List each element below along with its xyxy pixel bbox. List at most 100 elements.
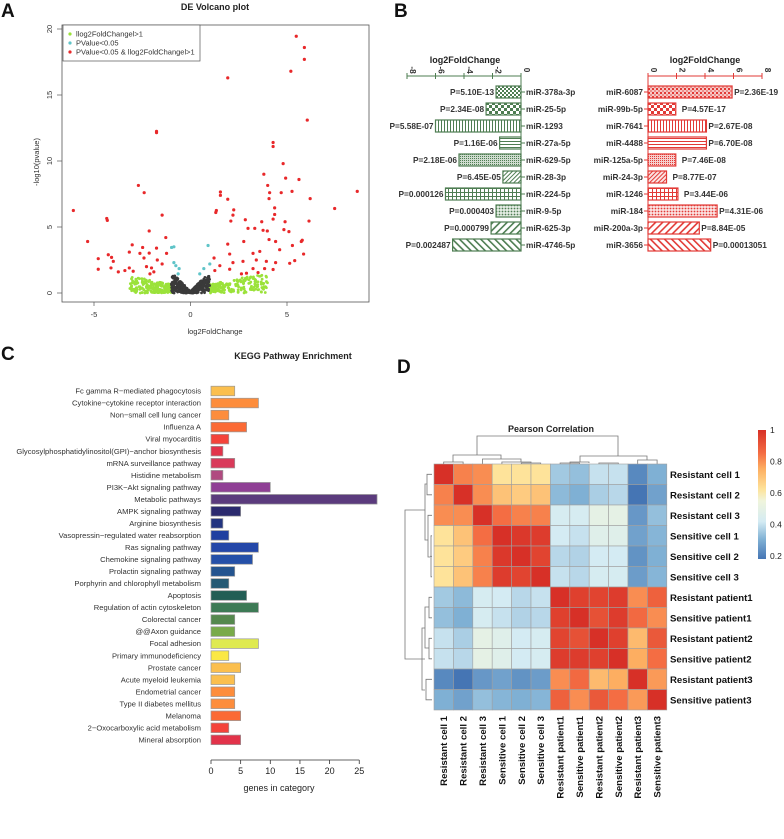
up-pvalue-label: P=8.77E-07 bbox=[673, 172, 717, 182]
volcano-point-ns bbox=[188, 289, 192, 293]
volcano-point-fc bbox=[259, 274, 262, 278]
up-tick-label: 2 bbox=[678, 68, 688, 73]
heatmap-cell bbox=[453, 648, 474, 670]
volcano-point-fc bbox=[138, 287, 142, 291]
volcano-point-fc bbox=[163, 291, 167, 294]
heatmap-cell bbox=[453, 525, 474, 547]
heatmap-cell bbox=[472, 566, 493, 588]
volcano-point-ns bbox=[195, 285, 199, 289]
volcano-point-both bbox=[274, 239, 278, 244]
colorbar bbox=[758, 430, 766, 559]
kegg-bar bbox=[210, 397, 259, 409]
down-mirna-label: miR-9-5p bbox=[526, 206, 562, 216]
downregulated-bar-chart: log2FoldChange -8 -6 -4 -2 0 P=5.10E-13 miR-37… bbox=[389, 55, 575, 252]
heatmap-cell bbox=[491, 525, 512, 547]
kegg-tick-label: 5 bbox=[238, 766, 243, 776]
kegg-bar bbox=[210, 433, 230, 445]
panel-label-c: C bbox=[1, 344, 15, 365]
up-bar bbox=[647, 153, 677, 167]
kegg-bar bbox=[210, 734, 241, 746]
up-mirna-label: miR-125a-5p bbox=[594, 155, 643, 165]
volcano-point-ns bbox=[171, 284, 175, 288]
legend-box bbox=[62, 24, 201, 62]
volcano-point-fc bbox=[223, 288, 227, 292]
volcano-point-fc bbox=[130, 276, 134, 279]
heatmap-cell bbox=[569, 689, 590, 711]
heatmap-cell bbox=[530, 566, 551, 588]
volcano-point-ns bbox=[181, 291, 185, 295]
column-label: Sensitive patient1 bbox=[575, 715, 586, 797]
down-mirna-label: miR-629-5p bbox=[526, 155, 571, 165]
correlation-heatmap: Pearson Correlation bbox=[404, 424, 782, 799]
volcano-point-both bbox=[260, 220, 264, 224]
volcano-point-both bbox=[213, 268, 217, 273]
volcano-point-fc bbox=[247, 278, 251, 282]
kegg-pathway-label: Vasopressin−regulated water reabsorption bbox=[59, 531, 201, 540]
volcano-point-p bbox=[198, 272, 202, 276]
colorbar-tick-label: 0.4 bbox=[770, 519, 782, 529]
volcano-point-both bbox=[160, 213, 164, 217]
volcano-point-both bbox=[283, 220, 287, 224]
volcano-point-both bbox=[232, 208, 236, 212]
row-label: Resistant cell 2 bbox=[670, 490, 740, 501]
volcano-point-ns bbox=[180, 285, 184, 289]
up-pvalue-label: P=7.46E-08 bbox=[682, 155, 726, 165]
heatmap-cell bbox=[453, 586, 474, 608]
volcano-point-p bbox=[202, 266, 206, 271]
down-tick-label: -2 bbox=[494, 66, 504, 74]
kegg-bar bbox=[210, 385, 236, 397]
heatmap-cell bbox=[627, 504, 648, 526]
row-label: Resistant patient3 bbox=[670, 675, 753, 686]
row-label: Sensitive patient3 bbox=[670, 695, 752, 706]
down-pvalue-label: P=1.16E-06 bbox=[454, 138, 498, 148]
kegg-bar bbox=[210, 470, 224, 481]
up-pvalue-label: P=0.00013051 bbox=[713, 240, 768, 250]
legend-label-p: PValue<0.05 bbox=[76, 39, 119, 48]
volcano-point-both bbox=[302, 57, 306, 61]
kegg-bar bbox=[210, 566, 236, 577]
row-label: Resistant patient1 bbox=[670, 593, 753, 604]
volcano-point-ns bbox=[198, 280, 202, 283]
heatmap-cell bbox=[608, 463, 629, 485]
down-bar bbox=[485, 102, 522, 116]
kegg-pathway-label: Type II diabetes mellitus bbox=[120, 699, 202, 708]
volcano-point-both bbox=[218, 190, 223, 194]
heatmap-cell bbox=[491, 463, 512, 485]
volcano-point-ns bbox=[172, 280, 176, 284]
up-pvalue-label: P=2.67E-08 bbox=[708, 121, 752, 131]
down-pvalue-label: P=0.000403 bbox=[449, 206, 494, 216]
column-label: Sensitive patient2 bbox=[614, 716, 625, 798]
volcano-point-both bbox=[164, 235, 168, 240]
kegg-pathway-label: Histidine metabolism bbox=[131, 471, 201, 480]
kegg-pathway-label: Viral myocarditis bbox=[145, 435, 201, 444]
kegg-bar bbox=[210, 662, 241, 673]
volcano-point-p bbox=[206, 243, 210, 248]
down-bar bbox=[458, 153, 522, 167]
volcano-point-both bbox=[263, 266, 267, 271]
volcano-point-fc bbox=[153, 287, 157, 291]
kegg-pathway-label: Prolactin signaling pathway bbox=[109, 567, 201, 576]
up-bar bbox=[647, 204, 718, 218]
volcano-point-ns bbox=[176, 277, 180, 281]
heatmap-cell bbox=[608, 484, 629, 506]
kegg-pathway-label: Porphyrin and chlorophyll metabolism bbox=[74, 579, 201, 588]
volcano-point-both bbox=[265, 229, 269, 233]
down-bar bbox=[495, 85, 522, 99]
volcano-point-fc bbox=[236, 288, 240, 292]
volcano-point-fc bbox=[221, 282, 224, 285]
heatmap-cell bbox=[511, 627, 532, 649]
volcano-axes: -5 0 5 0 5 10 15 20 bbox=[45, 25, 289, 319]
up-bar bbox=[647, 119, 708, 133]
volcano-point-both bbox=[253, 226, 257, 230]
heatmap-cell bbox=[472, 484, 493, 506]
legend-label-both: PValue<0.05 & llog2FoldChangel>1 bbox=[76, 48, 195, 57]
heatmap-cell bbox=[530, 607, 551, 629]
heatmap-cell bbox=[491, 648, 512, 670]
volcano-point-both bbox=[302, 45, 306, 50]
volcano-point-both bbox=[242, 239, 246, 244]
column-label: Sensitive cell 2 bbox=[517, 716, 528, 785]
volcano-point-both bbox=[307, 219, 311, 223]
kegg-bar bbox=[210, 409, 230, 421]
volcano-point-both bbox=[266, 183, 270, 188]
heatmap-cell bbox=[627, 525, 648, 547]
